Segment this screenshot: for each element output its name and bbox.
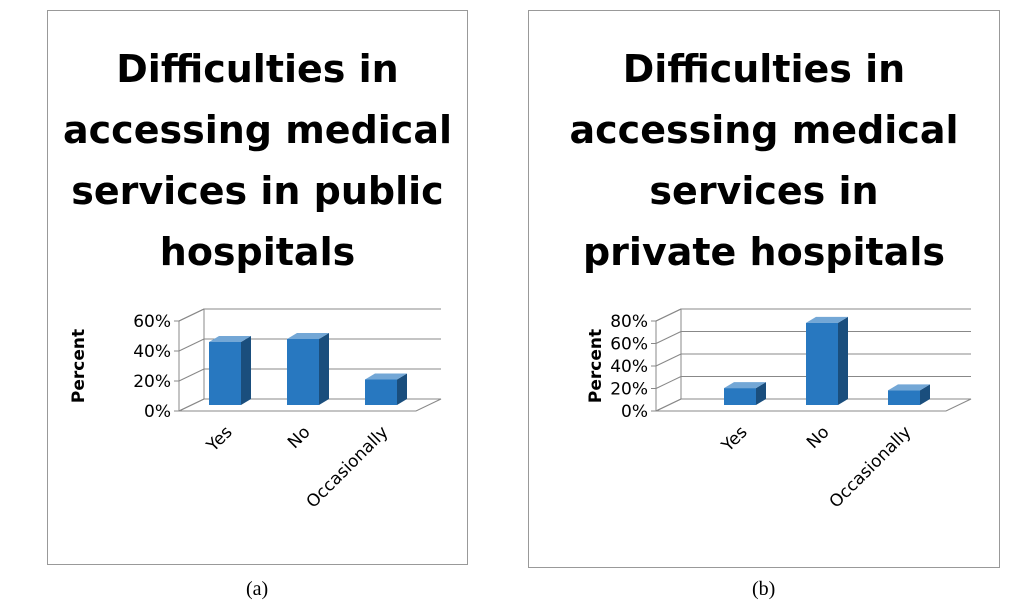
- bar: [888, 390, 920, 405]
- y-axis-label: Percent: [69, 329, 89, 403]
- bar-side: [241, 336, 251, 405]
- y-tick-label: 60%: [133, 312, 171, 332]
- grid-line: [655, 376, 682, 389]
- y-axis-label: Percent: [586, 329, 606, 403]
- x-tick-label: Occasionally: [303, 422, 393, 512]
- bar: [806, 322, 838, 405]
- bar-top: [888, 384, 930, 391]
- bar-side: [838, 316, 848, 405]
- y-tick-label: 20%: [610, 380, 648, 400]
- x-tick-label: Yes: [717, 422, 751, 456]
- bar-side: [319, 333, 329, 405]
- x-tick-label: No: [284, 422, 314, 452]
- bar: [365, 379, 397, 405]
- x-tick-label: Occasionally: [826, 422, 916, 512]
- panel: Difficulties in accessing medical servic…: [47, 10, 468, 565]
- y-tick-label: 60%: [610, 335, 648, 355]
- y-tick-label: 80%: [610, 312, 648, 332]
- caption: (a): [246, 578, 269, 600]
- x-tick-label: No: [803, 422, 833, 452]
- bar-side: [397, 373, 407, 405]
- bar-top: [209, 336, 251, 342]
- caption: (b): [752, 578, 776, 600]
- bar-top: [806, 316, 848, 323]
- grid-line: [178, 338, 205, 352]
- grid-line: [178, 308, 205, 322]
- panel: Difficulties in accessing medical servic…: [528, 10, 1000, 568]
- grid-line: [178, 368, 205, 382]
- bar-top: [724, 382, 766, 389]
- y-tick-label: 40%: [610, 357, 648, 377]
- bar: [209, 342, 241, 405]
- grid-line: [655, 398, 682, 412]
- chart-title: Difficulties in accessing medical servic…: [63, 47, 452, 274]
- bar: [724, 388, 756, 405]
- bar-side: [920, 384, 930, 405]
- chart-title: Difficulties in accessing medical servic…: [569, 47, 959, 274]
- grid-line: [655, 308, 682, 322]
- y-tick-label: 20%: [133, 372, 171, 392]
- x-tick-label: Yes: [202, 422, 236, 456]
- y-tick-label: 0%: [144, 402, 171, 422]
- bar-top: [365, 373, 407, 380]
- grid-line: [655, 353, 682, 367]
- bar-top: [287, 333, 329, 339]
- y-tick-label: 0%: [621, 402, 648, 422]
- bar-side: [756, 382, 766, 405]
- grid-line: [655, 331, 682, 344]
- grid-line: [178, 398, 205, 412]
- bar: [287, 339, 319, 405]
- y-tick-label: 40%: [133, 342, 171, 362]
